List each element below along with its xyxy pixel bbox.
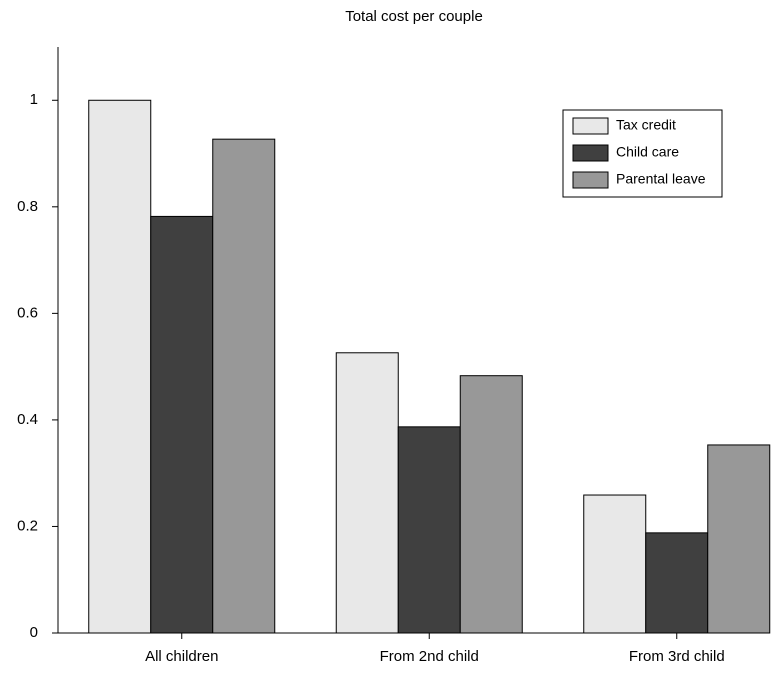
y-tick-label: 0.4 <box>17 411 38 428</box>
x-tick-label: All children <box>145 648 218 665</box>
y-tick-label: 0.8 <box>17 198 38 215</box>
legend-swatch <box>572 144 609 162</box>
legend-label: Tax credit <box>616 117 676 133</box>
bar <box>459 375 523 634</box>
x-tick-label: From 2nd child <box>380 648 479 665</box>
y-tick-label: 1 <box>30 91 38 108</box>
chart-title: Total cost per couple <box>345 8 483 25</box>
bar <box>707 444 771 634</box>
bar <box>583 494 647 634</box>
bar <box>212 138 276 634</box>
bar <box>150 215 214 634</box>
legend-swatch <box>572 171 609 189</box>
legend-label: Child care <box>616 144 679 160</box>
bar <box>397 426 461 634</box>
y-tick-label: 0.2 <box>17 517 38 534</box>
bar <box>645 532 709 634</box>
y-tick-label: 0.6 <box>17 304 38 321</box>
legend-swatch <box>572 117 609 135</box>
x-tick-label: From 3rd child <box>629 648 725 665</box>
legend-label: Parental leave <box>616 171 706 187</box>
y-tick-label: 0 <box>30 624 38 641</box>
bar <box>335 352 399 634</box>
bar <box>88 99 152 634</box>
